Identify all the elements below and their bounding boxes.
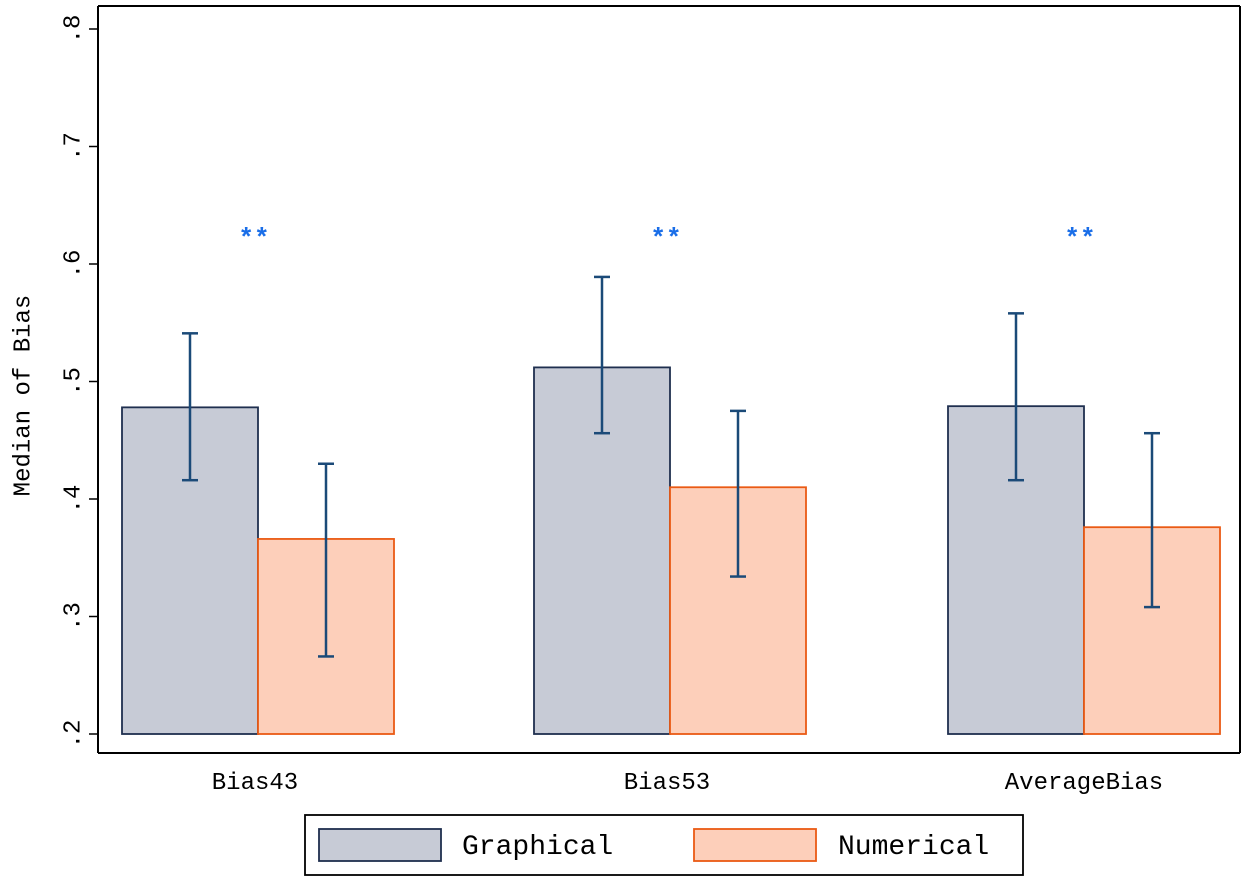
y-axis-title: Median of Bias bbox=[11, 295, 38, 497]
significance-marker: ** bbox=[238, 224, 269, 254]
y-tick-label: .4 bbox=[61, 485, 88, 514]
axes: .2 .3 .4 .5 .6 .7 .8 Median of Bias Bias43 Bias53… bbox=[11, 5, 1241, 797]
y-tick-label: .2 bbox=[61, 720, 88, 749]
legend-swatch-graphical bbox=[318, 828, 442, 862]
legend-label-graphical: Graphical bbox=[462, 832, 613, 863]
x-category-label: Bias43 bbox=[212, 770, 298, 797]
legend-swatch-numerical bbox=[693, 828, 817, 862]
significance-marker: ** bbox=[1064, 224, 1095, 254]
bars bbox=[121, 366, 1221, 735]
y-tick-label: .7 bbox=[61, 132, 88, 161]
legend: Graphical Numerical bbox=[304, 814, 1024, 876]
x-category-label: Bias53 bbox=[624, 770, 710, 797]
legend-box bbox=[304, 814, 1024, 876]
x-category-label: AverageBias bbox=[1005, 770, 1163, 797]
significance-marker: ** bbox=[650, 224, 681, 254]
y-tick-label: .6 bbox=[61, 250, 88, 279]
y-tick-label: .8 bbox=[61, 15, 88, 44]
error-bars bbox=[182, 275, 1160, 658]
legend-label-numerical: Numerical bbox=[838, 832, 989, 863]
y-tick-label: .3 bbox=[61, 602, 88, 631]
y-tick-label: .5 bbox=[61, 367, 88, 396]
annotations: ** ** ** bbox=[238, 224, 1095, 254]
